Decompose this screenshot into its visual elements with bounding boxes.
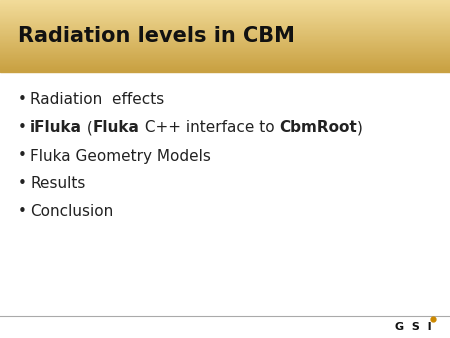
Text: Radiation levels in CBM: Radiation levels in CBM bbox=[18, 26, 295, 46]
Bar bbox=[0, 13, 450, 15]
Bar bbox=[0, 57, 450, 59]
Bar bbox=[0, 16, 450, 17]
Bar bbox=[0, 2, 450, 4]
Bar bbox=[0, 25, 450, 26]
Bar bbox=[0, 1, 450, 2]
Bar bbox=[0, 15, 450, 16]
Bar bbox=[0, 6, 450, 7]
Bar bbox=[0, 41, 450, 42]
Bar bbox=[0, 5, 450, 6]
Text: C++ interface to: C++ interface to bbox=[140, 121, 279, 136]
Bar bbox=[0, 26, 450, 28]
Bar bbox=[0, 35, 450, 36]
Bar bbox=[0, 18, 450, 19]
Text: •: • bbox=[18, 204, 27, 219]
Bar bbox=[0, 42, 450, 43]
Text: •: • bbox=[18, 176, 27, 192]
Bar bbox=[0, 37, 450, 39]
Bar bbox=[0, 23, 450, 24]
Bar bbox=[0, 65, 450, 66]
Bar bbox=[0, 60, 450, 61]
Bar bbox=[0, 53, 450, 54]
Text: Conclusion: Conclusion bbox=[30, 204, 113, 219]
Bar bbox=[0, 20, 450, 22]
Bar bbox=[0, 66, 450, 67]
Bar bbox=[0, 24, 450, 25]
Text: CbmRoot: CbmRoot bbox=[279, 121, 357, 136]
Bar bbox=[0, 54, 450, 55]
Bar bbox=[0, 63, 450, 64]
Bar bbox=[0, 49, 450, 50]
Bar bbox=[0, 46, 450, 47]
Bar bbox=[0, 64, 450, 65]
Text: Fluka: Fluka bbox=[93, 121, 140, 136]
Bar bbox=[0, 30, 450, 31]
Text: Fluka Geometry Models: Fluka Geometry Models bbox=[30, 148, 211, 164]
Bar bbox=[0, 12, 450, 13]
Text: Results: Results bbox=[30, 176, 86, 192]
Bar bbox=[0, 71, 450, 72]
Bar bbox=[0, 33, 450, 35]
Bar bbox=[0, 55, 450, 56]
Bar bbox=[0, 52, 450, 53]
Bar bbox=[0, 9, 450, 11]
Bar bbox=[0, 68, 450, 70]
Bar bbox=[0, 47, 450, 48]
Text: Radiation  effects: Radiation effects bbox=[30, 93, 164, 107]
Text: •: • bbox=[18, 93, 27, 107]
Bar bbox=[0, 28, 450, 29]
Bar bbox=[0, 40, 450, 41]
Bar bbox=[0, 50, 450, 52]
Bar bbox=[0, 61, 450, 63]
Bar bbox=[0, 43, 450, 44]
Bar bbox=[0, 4, 450, 5]
Text: (: ( bbox=[82, 121, 93, 136]
Bar bbox=[0, 32, 450, 33]
Bar bbox=[0, 31, 450, 32]
Bar bbox=[0, 11, 450, 12]
Bar bbox=[0, 44, 450, 46]
Text: G  S  I: G S I bbox=[395, 322, 432, 332]
Text: •: • bbox=[18, 121, 27, 136]
Bar bbox=[0, 8, 450, 9]
Bar bbox=[0, 67, 450, 68]
Bar bbox=[0, 0, 450, 1]
Bar bbox=[0, 22, 450, 23]
Text: •: • bbox=[18, 148, 27, 164]
Text: ): ) bbox=[357, 121, 363, 136]
Bar bbox=[0, 48, 450, 49]
Bar bbox=[0, 56, 450, 57]
Bar bbox=[0, 70, 450, 71]
Text: iFluka: iFluka bbox=[30, 121, 82, 136]
Bar bbox=[0, 36, 450, 37]
Bar bbox=[0, 17, 450, 18]
Bar bbox=[0, 29, 450, 30]
Bar bbox=[0, 59, 450, 60]
Bar bbox=[0, 19, 450, 20]
Bar bbox=[0, 39, 450, 40]
Bar bbox=[0, 7, 450, 8]
